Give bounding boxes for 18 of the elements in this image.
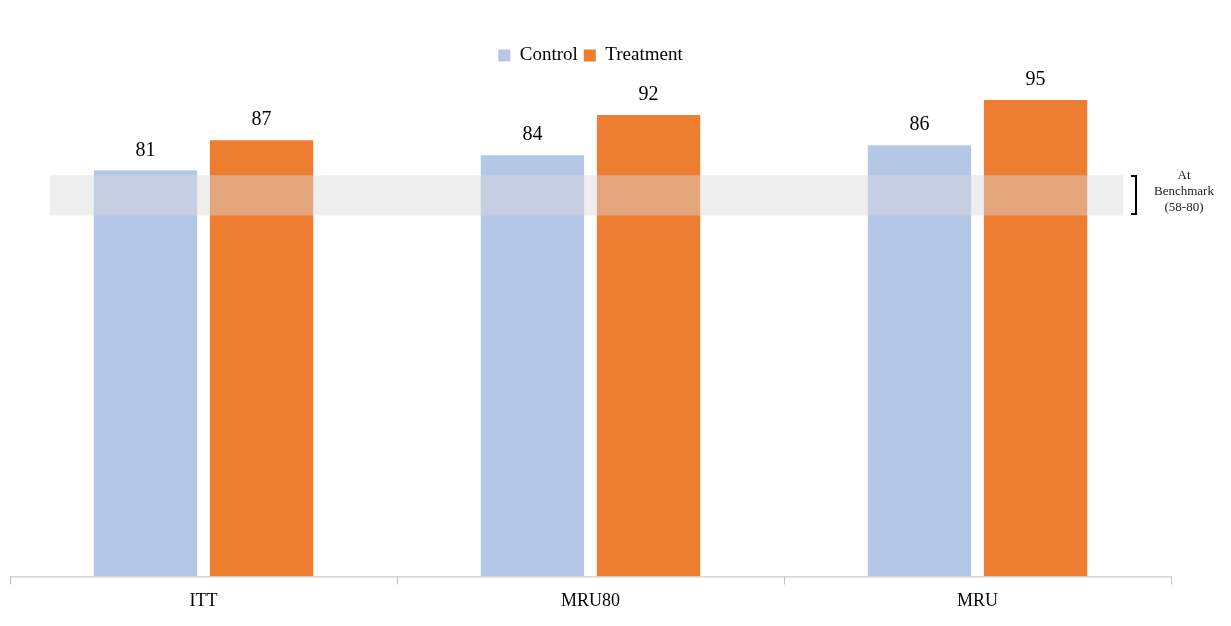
bar: [93, 170, 198, 577]
data-label: 92: [638, 82, 659, 105]
bar: [596, 115, 701, 577]
data-label: 84: [522, 122, 543, 145]
legend-label: Control: [519, 43, 578, 65]
bar: [209, 140, 314, 577]
legend-label: Treatment: [605, 43, 684, 65]
data-label: 86: [909, 112, 930, 135]
bar: [867, 145, 972, 577]
bar: [480, 155, 585, 577]
x-tick-label: MRU80: [560, 589, 621, 610]
x-tick-label: MRU: [956, 589, 999, 610]
data-label: 87: [251, 107, 272, 130]
data-label: 95: [1025, 67, 1046, 90]
data-label: 81: [135, 137, 156, 160]
x-tick-label: ITT: [189, 589, 218, 610]
band-label: At Benchmark (58-80): [1153, 167, 1215, 216]
bar: [983, 100, 1088, 577]
